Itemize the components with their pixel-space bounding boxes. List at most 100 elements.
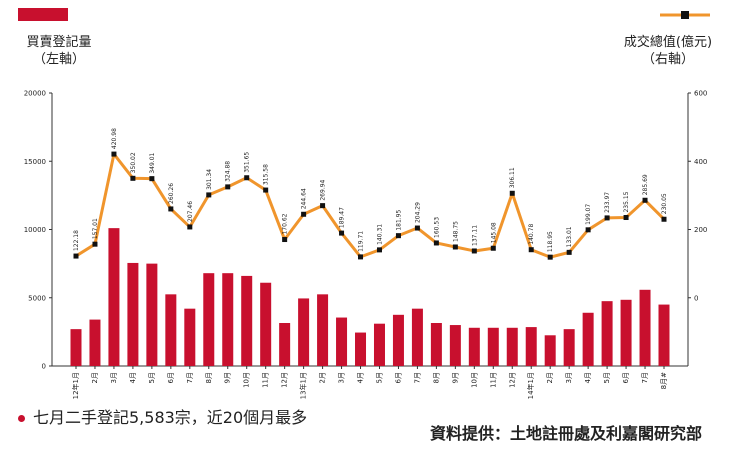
line-marker: [414, 225, 420, 231]
x-category-label: 12年1月: [71, 372, 80, 399]
x-category-label: 8月: [205, 372, 213, 383]
line-marker: [168, 206, 174, 212]
bar: [525, 327, 537, 366]
line-data-label: 230.05: [661, 193, 668, 214]
line-data-label: 285.69: [642, 174, 649, 195]
line-marker: [566, 249, 572, 255]
x-category-label: 11月: [489, 372, 497, 388]
line-data-label: 119.71: [358, 231, 365, 252]
line-marker: [452, 244, 458, 250]
x-category-label: 8月#: [660, 372, 668, 389]
line-marker: [358, 254, 364, 260]
x-category-label: 2月: [319, 372, 327, 383]
bar: [184, 308, 196, 366]
line-data-label: 306.11: [509, 167, 516, 188]
line-data-label: 233.97: [604, 192, 611, 213]
line-marker: [301, 211, 307, 217]
x-category-label: 4月: [129, 372, 137, 383]
x-category-label: 7月: [186, 372, 194, 383]
bar: [544, 335, 556, 366]
line-data-label: 204.29: [414, 202, 421, 223]
x-category-label: 3月: [110, 372, 118, 383]
legend-line-swatch: [660, 11, 710, 19]
line-data-label: 207.46: [187, 201, 194, 222]
line-data-label: 235.15: [623, 191, 630, 212]
x-category-label: 11月: [262, 372, 270, 388]
bar: [563, 329, 575, 366]
bar: [70, 329, 82, 366]
line-marker: [433, 240, 439, 246]
left-axis-tick-label: 0: [42, 363, 46, 371]
x-category-label: 3月: [565, 372, 573, 383]
bar: [430, 323, 442, 366]
line-data-label: 118.95: [547, 231, 554, 252]
line-data-label: 199.07: [585, 204, 592, 225]
left-axis-tick-label: 20000: [24, 90, 46, 98]
line-data-label: 140.78: [528, 224, 535, 245]
x-category-label: 12月: [508, 372, 516, 388]
line-marker: [471, 248, 477, 254]
bar: [222, 273, 234, 366]
line-marker: [149, 176, 155, 182]
line-marker: [528, 247, 534, 253]
footnote-bullet-icon: [18, 415, 25, 422]
bar: [241, 275, 253, 366]
line-data-label: 122.18: [73, 230, 80, 251]
line-marker: [339, 230, 345, 236]
bar: [658, 304, 670, 366]
line-marker: [187, 224, 193, 230]
line-data-label: 145.08: [490, 222, 497, 243]
line-data-label: 260.26: [168, 183, 175, 204]
line-data-label: 181.95: [395, 209, 402, 230]
line-marker: [263, 187, 269, 193]
line-marker: [585, 227, 591, 233]
bar: [279, 323, 291, 366]
x-category-label: 7月: [413, 372, 421, 383]
line-series: [75, 152, 666, 259]
bar: [203, 273, 215, 366]
line-data-label: 301.34: [206, 169, 213, 190]
legend-right-line2: （右軸）: [641, 52, 694, 67]
bar: [355, 332, 367, 366]
legend-right-label: 成交總值(億元) （右軸）: [608, 34, 728, 68]
bar: [89, 319, 101, 366]
bar: [108, 228, 120, 366]
line-data-label: 244.64: [301, 188, 308, 209]
x-category-label: 8月: [432, 372, 440, 383]
line-marker: [509, 190, 515, 196]
line-data-label: 350.02: [130, 152, 137, 173]
x-category-label: 5月: [375, 372, 383, 383]
line-marker: [73, 253, 79, 259]
line-data-label: 351.65: [244, 152, 251, 173]
legend-left: 買賣登記量 （左軸）: [18, 8, 92, 67]
bar: [601, 301, 613, 366]
bar: [260, 282, 272, 366]
x-category-label: 7月: [641, 372, 649, 383]
left-axis-tick-label: 10000: [24, 226, 46, 234]
x-category-label: 14年1月: [526, 372, 535, 399]
line-data-label: 420.98: [111, 128, 118, 149]
x-category-label: 9月: [224, 372, 232, 383]
line-data-label: 140.31: [376, 224, 383, 245]
x-category-label: 6月: [394, 372, 402, 383]
bar: [449, 325, 461, 366]
right-axis-tick-label: 600: [694, 90, 707, 98]
x-category-label: 10月: [243, 372, 251, 388]
x-category-label: 6月: [622, 372, 630, 383]
bar: [411, 308, 423, 366]
x-category-label: 13年1月: [299, 372, 308, 399]
line-marker: [244, 175, 250, 181]
line-data-label: 349.01: [149, 152, 156, 173]
line-data-label: 189.47: [339, 207, 346, 228]
bar: [620, 299, 632, 366]
bar: [373, 323, 385, 366]
bar: [468, 327, 480, 366]
x-category-label: 10月: [470, 372, 478, 388]
line-marker: [130, 175, 136, 181]
line-marker: [206, 192, 212, 198]
bar: [298, 298, 310, 366]
x-category-label: 2月: [91, 372, 99, 383]
legend-left-line2: （左軸）: [32, 52, 85, 67]
line-marker: [547, 254, 553, 260]
line-marker: [282, 237, 288, 243]
